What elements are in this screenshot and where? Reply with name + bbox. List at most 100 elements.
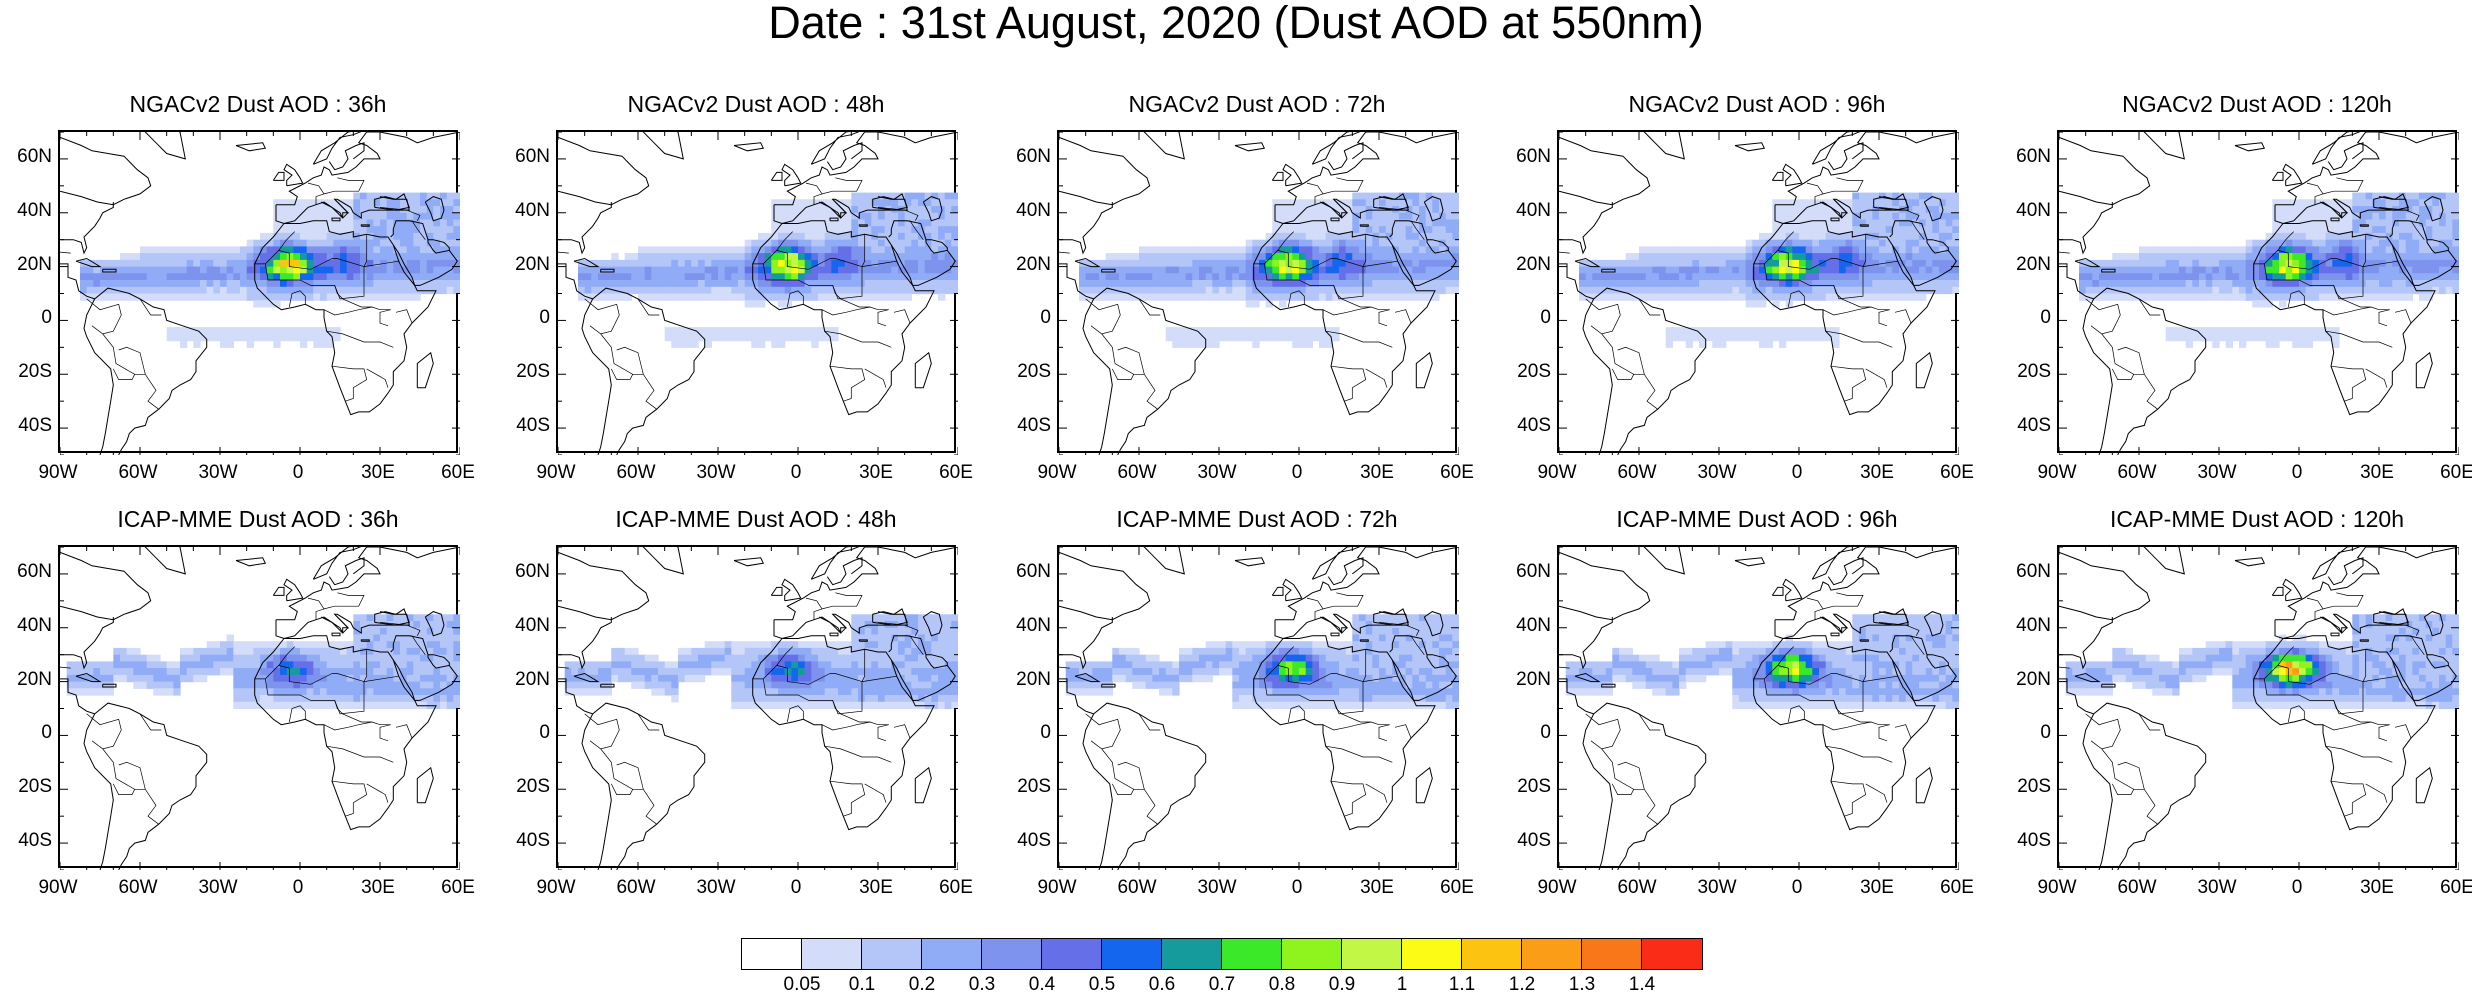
map-svg	[60, 547, 460, 870]
map-panel	[58, 130, 460, 455]
latitude-label: 40S	[2017, 830, 2051, 852]
colorbar-box	[1642, 939, 1702, 969]
latitude-label: 20S	[516, 361, 550, 383]
colorbar-label: 0.8	[1268, 974, 1296, 995]
longitude-label: 60W	[616, 462, 656, 483]
latitude-label: 20N	[515, 253, 550, 275]
colorbar-box	[802, 939, 862, 969]
longitude-label: 0	[2291, 462, 2303, 483]
longitude-label: 30E	[859, 877, 893, 898]
longitude-label: 30E	[361, 877, 395, 898]
axis-ticks	[1559, 132, 1959, 455]
longitude-label: 60W	[1117, 877, 1157, 898]
latitude-label: 0	[2040, 307, 2051, 329]
longitude-label: 0	[1791, 877, 1803, 898]
longitude-label: 30W	[696, 462, 736, 483]
latitude-label: 20N	[515, 668, 550, 690]
dust-aod-field	[564, 614, 958, 710]
latitude-label: 40S	[1017, 830, 1051, 852]
colorbar-box	[1162, 939, 1222, 969]
longitude-label: 60W	[1117, 462, 1157, 483]
latitude-label: 40S	[2017, 415, 2051, 437]
map-panel	[2057, 130, 2459, 455]
longitude-label: 0	[292, 877, 304, 898]
panel-title: ICAP-MME Dust AOD : 120h	[2110, 506, 2404, 532]
colorbar-box	[1102, 939, 1162, 969]
longitude-label: 30W	[198, 462, 238, 483]
colorbar-box	[1522, 939, 1582, 969]
axis-ticks	[1559, 547, 1959, 870]
longitude-label: 30W	[1197, 462, 1237, 483]
colorbar-label: 0.5	[1088, 974, 1116, 995]
longitude-label: 90W	[38, 877, 78, 898]
longitude-label: 90W	[2037, 877, 2077, 898]
longitude-label: 30E	[1360, 877, 1394, 898]
colorbar-box	[1042, 939, 1102, 969]
axis-ticks	[558, 132, 958, 455]
latitude-label: 40N	[1516, 199, 1551, 221]
latitude-label: 0	[41, 307, 52, 329]
axis-ticks	[2059, 547, 2459, 870]
map-panel	[556, 545, 958, 870]
dust-aod-field	[80, 192, 460, 348]
colorbar-label: 1.1	[1448, 974, 1476, 995]
latitude-label: 20S	[516, 776, 550, 798]
latitude-label: 40S	[1517, 415, 1551, 437]
longitude-label: 90W	[536, 462, 576, 483]
longitude-label: 30W	[2197, 462, 2237, 483]
latitude-label: 40N	[515, 199, 550, 221]
longitude-label: 0	[292, 462, 304, 483]
latitude-label: 60N	[1016, 560, 1051, 582]
longitude-label: 90W	[1537, 877, 1577, 898]
colorbar-box	[1582, 939, 1642, 969]
longitude-label: 90W	[2037, 462, 2077, 483]
latitude-label: 20S	[2017, 361, 2051, 383]
colorbar-box	[1402, 939, 1462, 969]
latitude-label: 40S	[516, 830, 550, 852]
longitude-label: 0	[790, 877, 802, 898]
latitude-label: 20S	[18, 776, 52, 798]
latitude-label: 40S	[18, 415, 52, 437]
panel-title: NGACv2 Dust AOD : 120h	[2122, 91, 2392, 117]
colorbar-box	[742, 939, 802, 969]
panel-title: NGACv2 Dust AOD : 48h	[627, 91, 885, 117]
latitude-label: 20N	[1016, 668, 1051, 690]
colorbar-label: 0.2	[908, 974, 936, 995]
map-svg	[2059, 132, 2459, 455]
colorbar-box	[982, 939, 1042, 969]
longitude-label: 0	[1291, 462, 1303, 483]
latitude-label: 20S	[18, 361, 52, 383]
aod-colorbar	[741, 938, 1703, 970]
map-svg	[1059, 547, 1459, 870]
map-svg	[2059, 547, 2459, 870]
latitude-label: 60N	[17, 145, 52, 167]
longitude-label: 60W	[2117, 462, 2157, 483]
latitude-label: 20S	[1517, 776, 1551, 798]
colorbar-label: 0.4	[1028, 974, 1056, 995]
longitude-label: 60E	[441, 877, 475, 898]
latitude-label: 40N	[1516, 614, 1551, 636]
coastlines	[1059, 547, 1459, 870]
latitude-label: 20S	[1017, 776, 1051, 798]
longitude-label: 0	[2291, 877, 2303, 898]
colorbar-label: 0.3	[968, 974, 996, 995]
latitude-label: 0	[1040, 722, 1051, 744]
colorbar-box	[1462, 939, 1522, 969]
latitude-label: 0	[1040, 307, 1051, 329]
coastlines	[2059, 547, 2459, 870]
colorbar-label: 0.1	[848, 974, 876, 995]
colorbar-box	[1282, 939, 1342, 969]
latitude-label: 60N	[1516, 560, 1551, 582]
colorbar-box	[862, 939, 922, 969]
latitude-label: 0	[2040, 722, 2051, 744]
longitude-label: 30E	[1860, 462, 1894, 483]
coastlines	[1559, 547, 1959, 870]
colorbar-label: 1.3	[1568, 974, 1596, 995]
longitude-label: 60E	[2440, 462, 2472, 483]
longitude-label: 60W	[1617, 462, 1657, 483]
map-svg	[558, 132, 958, 455]
axis-ticks	[558, 547, 958, 870]
colorbar-label: 1.4	[1628, 974, 1656, 995]
colorbar-label: 0.05	[783, 974, 821, 995]
map-panel	[1557, 130, 1959, 455]
